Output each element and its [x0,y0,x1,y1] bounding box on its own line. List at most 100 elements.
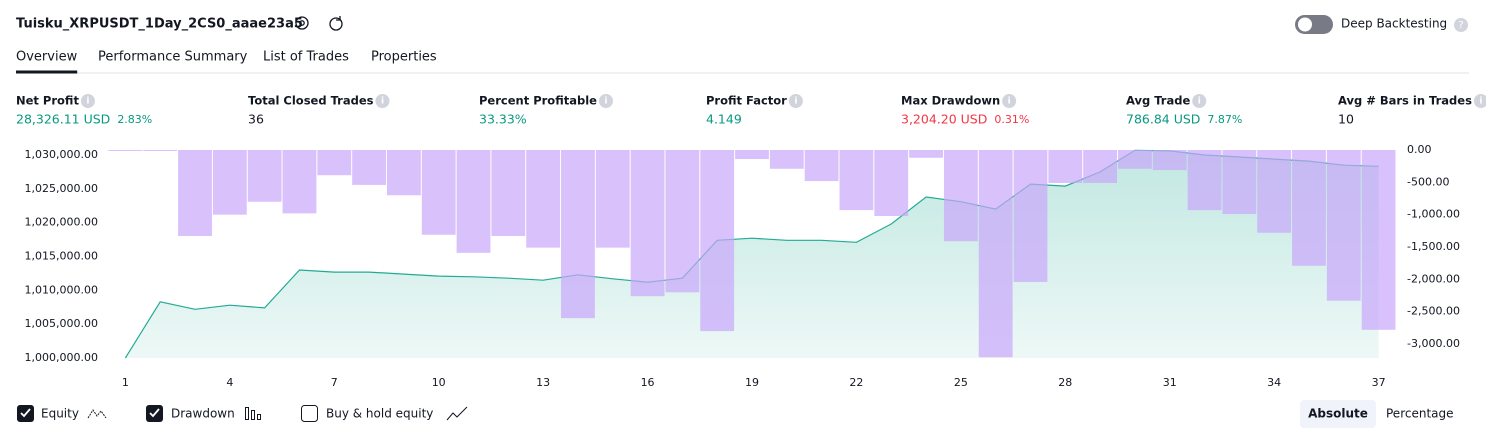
settings-icon[interactable] [295,16,309,30]
y2-tick-label: -1,500.00 [1407,240,1460,253]
drawdown-bar [1326,150,1361,301]
metric-value: 36 [248,112,264,127]
metric-label: Profit Factor [706,94,787,108]
metric-extra: 2.83% [117,113,152,126]
y2-tick-label: -2,500.00 [1407,305,1460,318]
tab[interactable]: Performance Summary [98,50,248,65]
info-icon-glyph: i [1198,97,1201,107]
metric-label: Percent Profitable [479,94,597,108]
drawdown-bar [595,150,630,248]
metric-value: 4.149 [706,112,742,127]
metric-label: Max Drawdown [901,94,1000,108]
drawdown-bar [804,150,839,182]
buy-hold-legend: Buy & hold equity [326,407,433,421]
metric-label: Avg # Bars in Trades [1338,94,1472,108]
info-icon-glyph: i [381,97,384,107]
x-tick-label: 34 [1267,376,1281,389]
info-icon [375,94,390,108]
drawdown-bar [421,150,456,235]
metric-label: Avg Trade [1126,94,1190,108]
help-icon[interactable]: ? [1454,18,1468,32]
drawdown-bar [943,150,978,242]
tab[interactable]: Overview [16,50,78,65]
absolute-button[interactable] [1300,400,1376,428]
drawdown-bar [282,150,317,214]
drawdown-bar [630,150,665,297]
y-tick-label: 1,015,000.00 [25,250,98,263]
info-icon-glyph: i [86,97,89,107]
equity-checkbox[interactable] [17,405,34,422]
x-tick-label: 10 [432,376,446,389]
tab[interactable]: List of Trades [263,50,349,65]
metric-label: Net Profit [16,94,79,108]
drawdown-bar [247,150,282,202]
refresh-icon[interactable] [329,16,343,31]
tabs: Overview Performance Summary List of Trade… [16,50,437,74]
drawdown-bar [1361,150,1396,330]
metric-value: 786.84 USD [1126,112,1200,127]
drawdown-bar [108,150,143,151]
metric-label: Total Closed Trades [248,94,374,108]
info-icon [1002,94,1017,108]
y-tick-label: 1,030,000.00 [25,148,98,161]
drawdown-bar [978,150,1013,358]
drawdown-bar [526,150,561,248]
y-tick-label: 1,010,000.00 [25,283,98,296]
drawdown-bar [839,150,874,211]
percentage-button[interactable]: Percentage [1386,407,1454,421]
x-tick-label: 22 [849,376,863,389]
y-tick-label: 1,020,000.00 [25,216,98,229]
y2-tick-label: -500.00 [1407,175,1449,188]
buy-hold-icon [446,406,468,421]
drawdown-bar [1048,150,1083,183]
drawdown-bar [769,150,804,169]
strategy-title: Tuisku_XRPUSDT_1Day_2CS0_aaae23a5 [16,17,303,32]
drawdown-checkbox[interactable] [146,405,163,422]
metric-value: 3,204.20 USD [901,112,987,127]
drawdown-bar [665,150,700,293]
tab-underline [16,70,78,74]
drawdown-bar [143,150,178,151]
deep-backtesting-toggle[interactable] [1295,15,1333,34]
drawdown-legend: Drawdown [171,407,235,421]
drawdown-bar [909,150,943,158]
info-icon [598,94,613,108]
buy-hold-checkbox[interactable] [301,405,318,422]
toggle-label: Deep Backtesting [1341,17,1447,31]
drawdown-bar [1013,150,1048,282]
y2-tick-label: 0.00 [1407,143,1432,156]
x-tick-label: 4 [226,376,233,389]
x-tick-label: 37 [1372,376,1386,389]
drawdown-bar [352,150,386,185]
info-icon [1473,94,1486,108]
info-icon-glyph: i [794,97,797,107]
y-tick-label: 1,025,000.00 [25,182,98,195]
drawdown-bar [561,150,595,319]
info-icon [1192,94,1207,108]
tab[interactable]: Properties [371,50,437,65]
equity-icon [87,409,107,419]
x-tick-label: 7 [331,376,338,389]
absolute-label: Absolute [1308,407,1368,421]
drawdown-bar [1222,150,1257,215]
drawdown-icon [245,407,261,420]
drawdown-bar [1083,150,1118,183]
equity-legend: Equity [41,407,79,421]
info-icon [80,94,95,108]
drawdown-bar [1152,150,1187,171]
metric-value: 10 [1338,112,1354,127]
metric-value: 28,326.11 USD [16,112,110,127]
x-tick-label: 16 [641,376,655,389]
drawdown-bar [874,150,909,216]
info-icon [788,94,803,108]
x-tick-label: 28 [1058,376,1072,389]
y-tick-label: 1,005,000.00 [25,317,98,330]
x-tick-label: 13 [536,376,550,389]
metric-value: 33.33% [479,112,527,127]
y2-tick-label: -3,000.00 [1407,337,1460,350]
equity-area [125,150,1379,358]
info-icon-glyph: i [1008,97,1011,107]
drawdown-bar [1118,150,1152,169]
drawdown-bar [700,150,735,332]
